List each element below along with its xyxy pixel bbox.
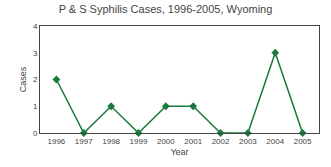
- svg-text:3: 3: [33, 49, 38, 58]
- svg-text:Cases: Cases: [18, 66, 28, 92]
- svg-text:4: 4: [33, 22, 38, 31]
- svg-text:0: 0: [33, 129, 38, 138]
- svg-text:1998: 1998: [102, 137, 120, 146]
- svg-text:1996: 1996: [48, 137, 66, 146]
- svg-text:2000: 2000: [157, 137, 175, 146]
- svg-text:Year: Year: [170, 147, 188, 157]
- svg-text:2005: 2005: [294, 137, 312, 146]
- svg-text:1999: 1999: [130, 137, 148, 146]
- svg-text:2003: 2003: [239, 137, 257, 146]
- svg-text:1: 1: [33, 102, 38, 111]
- svg-text:2002: 2002: [212, 137, 230, 146]
- svg-text:2004: 2004: [266, 137, 284, 146]
- svg-text:2001: 2001: [184, 137, 202, 146]
- svg-text:P & S Syphilis Cases, 1996-200: P & S Syphilis Cases, 1996-2005, Wyoming: [59, 3, 273, 15]
- svg-text:1997: 1997: [75, 137, 93, 146]
- svg-text:2: 2: [33, 75, 38, 84]
